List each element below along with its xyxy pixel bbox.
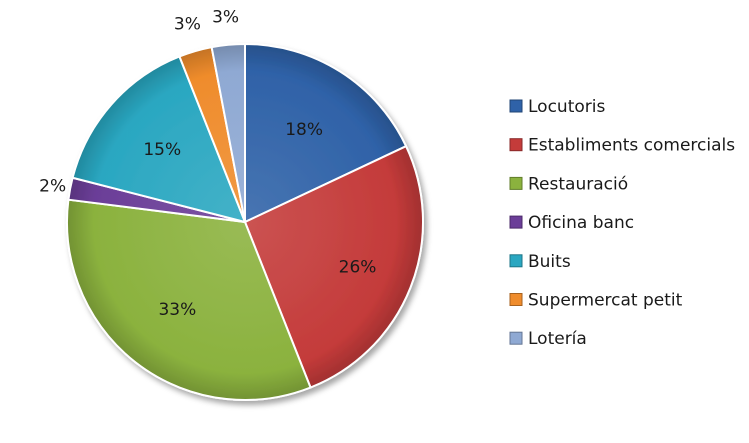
legend-label: Locutoris (528, 97, 605, 117)
pie-slice-lotería (210, 42, 246, 223)
legend-label: Buits (528, 252, 571, 272)
pie-slices (66, 42, 424, 401)
pie-slice-establiments-comercials (243, 144, 424, 389)
legend-swatch (509, 176, 523, 190)
pie-value-label: 3% (212, 7, 239, 27)
legend-label: Restauració (528, 174, 628, 194)
pie-value-label: 33% (158, 300, 196, 320)
legend-label: Oficina banc (528, 213, 634, 233)
pie-value-labels: 18% 26% 33% 2% 15% 3% 3% (39, 7, 376, 320)
legend: Locutoris Establiments comercials Restaura… (509, 97, 735, 349)
legend-swatch (509, 99, 523, 113)
legend-label: Supermercat petit (528, 291, 683, 311)
pie-value-label: 3% (174, 15, 201, 35)
legend-swatch (509, 331, 523, 345)
pie-value-label: 15% (143, 140, 181, 160)
legend-swatch (509, 293, 523, 306)
pie-slice-restauració (66, 198, 312, 401)
pie-slice-locutoris (244, 42, 408, 224)
pie-value-label: 18% (285, 120, 323, 140)
pie-slice-buits (71, 55, 247, 224)
legend-label: Lotería (528, 329, 587, 349)
pie-value-label: 26% (339, 258, 377, 278)
legend-swatch (509, 215, 523, 229)
legend-swatch (509, 254, 523, 268)
legend-swatch (509, 138, 523, 152)
legend-label: Establiments comercials (528, 136, 735, 156)
pie-value-label: 2% (39, 176, 66, 196)
